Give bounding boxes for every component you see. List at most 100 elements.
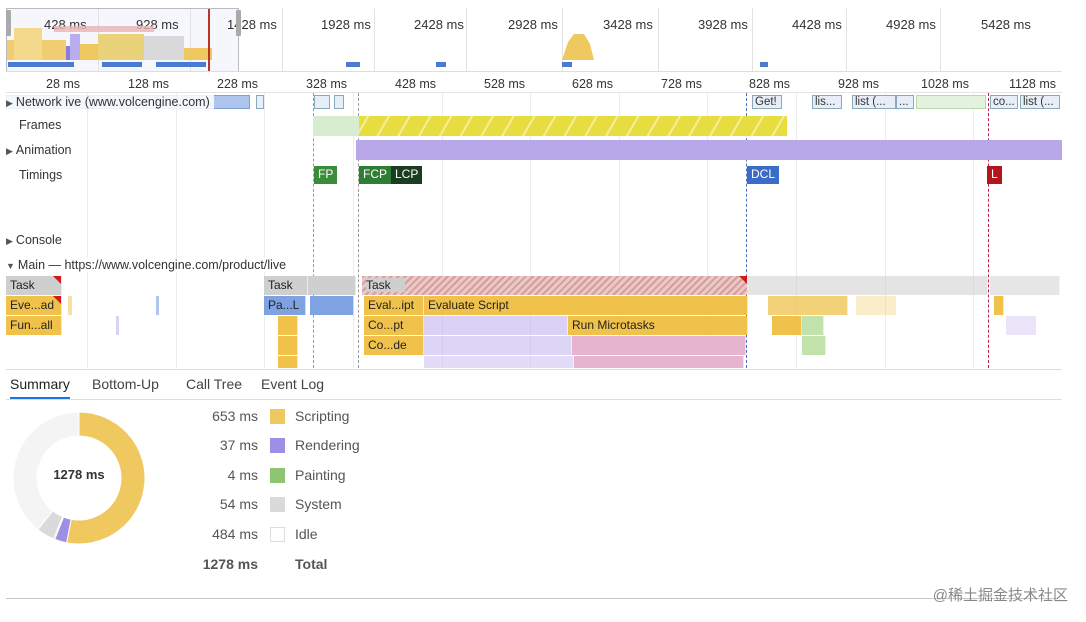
flame-event[interactable] xyxy=(768,296,848,315)
tracks-area[interactable]: Get! lis... list (... ... co... list (..… xyxy=(6,93,1062,368)
overview-tick-label: 4428 ms xyxy=(792,17,842,32)
flame-rendering[interactable] xyxy=(424,356,574,368)
flame-rendering[interactable] xyxy=(424,336,572,355)
long-task-flag-icon xyxy=(53,296,61,304)
ruler-label: 128 ms xyxy=(128,77,169,91)
flame-evaluate-script[interactable]: Evaluate Script xyxy=(424,296,748,315)
network-track-header[interactable]: ▶ Network ive (www.volcengine.com) xyxy=(6,95,214,109)
flame-task[interactable] xyxy=(308,276,356,295)
flame-function-call[interactable] xyxy=(772,316,802,335)
flame-task[interactable] xyxy=(748,276,988,295)
ruler-label: 828 ms xyxy=(749,77,790,91)
flame-parse[interactable] xyxy=(310,296,354,315)
animation-track-label: Animation xyxy=(15,143,72,157)
flame-event[interactable] xyxy=(994,296,1004,315)
legend-name: Rendering xyxy=(295,437,360,453)
legend-value: 484 ms xyxy=(212,526,258,542)
grid-line xyxy=(353,93,354,368)
legend-name: Painting xyxy=(295,467,346,483)
main-track-header[interactable]: ▼ Main — https://www.volcengine.com/produ… xyxy=(6,258,291,272)
flame-task[interactable] xyxy=(990,276,1060,295)
animation-track-header[interactable]: ▶ Animation xyxy=(6,143,76,157)
flame-painting[interactable] xyxy=(802,336,826,355)
flame-function-call[interactable] xyxy=(278,316,298,335)
network-request-label: list (... xyxy=(1023,96,1054,108)
expand-triangle-icon[interactable]: ▶ xyxy=(6,98,13,108)
network-request[interactable] xyxy=(916,95,986,109)
ruler-label: 1028 ms xyxy=(921,77,969,91)
flame-sliver xyxy=(156,296,159,315)
donut-total-label: 1278 ms xyxy=(53,467,105,482)
ruler-label: 228 ms xyxy=(217,77,258,91)
flame-rendering[interactable] xyxy=(424,316,568,335)
flame-label: Co...de xyxy=(368,338,407,352)
overview-network-bar xyxy=(436,62,446,67)
flame-function-call[interactable] xyxy=(278,336,298,355)
dcl-timing-badge[interactable]: DCL xyxy=(747,166,780,184)
dcl-marker-line xyxy=(746,93,747,368)
flame-task[interactable]: Task xyxy=(6,276,62,295)
tab-event-log[interactable]: Event Log xyxy=(261,376,325,392)
load-timing-badge[interactable]: L xyxy=(987,166,1002,184)
fp-timing-badge[interactable]: FP xyxy=(314,166,338,184)
flame-run-microtasks[interactable]: Run Microtasks xyxy=(568,316,748,335)
animation-bar[interactable] xyxy=(356,140,1062,160)
flame-microtask[interactable] xyxy=(572,336,746,355)
legend-row-scripting: 653 ms Scripting xyxy=(176,408,376,428)
network-request-label: co... xyxy=(993,96,1015,108)
network-request[interactable]: ... xyxy=(896,95,914,109)
overview-tick xyxy=(282,8,283,71)
overview-left-handle[interactable] xyxy=(6,10,11,36)
overview-tick xyxy=(846,8,847,71)
network-request[interactable]: co... xyxy=(990,95,1018,109)
tab-summary[interactable]: Summary xyxy=(10,376,70,399)
tab-call-tree[interactable]: Call Tree xyxy=(186,376,243,392)
legend-total-name: Total xyxy=(295,556,328,572)
ruler-label: 628 ms xyxy=(572,77,613,91)
network-request[interactable]: lis... xyxy=(812,95,842,109)
network-request[interactable]: Get! xyxy=(752,95,782,109)
legend-row-idle: 484 ms Idle xyxy=(176,526,376,546)
frames-bar[interactable] xyxy=(359,116,787,136)
flame-microtask[interactable] xyxy=(574,356,744,368)
flame-function-call[interactable] xyxy=(278,356,298,368)
expand-triangle-icon[interactable]: ▶ xyxy=(6,146,13,156)
flame-compile-code[interactable]: Co...de xyxy=(364,336,424,355)
network-request[interactable] xyxy=(314,95,330,109)
legend-value: 54 ms xyxy=(219,496,258,512)
overview-right-handle[interactable] xyxy=(236,10,241,36)
legend-row-painting: 4 ms Painting xyxy=(176,467,376,487)
flame-event[interactable]: Eve...ad xyxy=(6,296,62,315)
network-request[interactable] xyxy=(256,95,264,109)
flame-label: Task xyxy=(366,278,405,292)
overview-tick xyxy=(466,8,467,71)
overview-tick-label: 1928 ms xyxy=(321,17,371,32)
fcp-timing-badge[interactable]: FCP xyxy=(359,166,391,184)
tab-bottom-up[interactable]: Bottom-Up xyxy=(92,376,159,392)
overview-tick-label: 2428 ms xyxy=(414,17,464,32)
flame-compile[interactable]: Co...pt xyxy=(364,316,424,335)
ruler-label: 928 ms xyxy=(838,77,879,91)
collapse-triangle-icon[interactable]: ▼ xyxy=(6,261,15,271)
network-request[interactable]: list (... xyxy=(1020,95,1060,109)
ruler-label: 728 ms xyxy=(661,77,702,91)
lcp-timing-badge[interactable]: LCP xyxy=(391,166,423,184)
flame-parse[interactable]: Pa...L xyxy=(264,296,306,315)
grid-line xyxy=(87,93,88,368)
expand-triangle-icon[interactable]: ▶ xyxy=(6,236,13,246)
flame-function-call[interactable]: Fun...all xyxy=(6,316,62,335)
network-request-label: Get! xyxy=(755,96,777,108)
network-request[interactable]: list (... xyxy=(852,95,896,109)
legend-row-rendering: 37 ms Rendering xyxy=(176,437,376,457)
flame-label: Evaluate Script xyxy=(428,298,509,312)
network-request[interactable] xyxy=(334,95,344,109)
console-track-header[interactable]: ▶ Console xyxy=(6,233,66,247)
overview-selection-window[interactable] xyxy=(6,8,239,71)
timeline-overview[interactable]: 428 ms 928 ms 1428 ms 1928 ms 2428 ms 29… xyxy=(6,8,1062,72)
grid-line xyxy=(796,93,797,368)
flame-painting[interactable] xyxy=(802,316,824,335)
flame-long-task[interactable]: Task xyxy=(362,276,748,295)
overview-activity-graph xyxy=(6,26,594,60)
flame-eval[interactable]: Eval...ipt xyxy=(364,296,424,315)
flame-task[interactable]: Task xyxy=(264,276,308,295)
